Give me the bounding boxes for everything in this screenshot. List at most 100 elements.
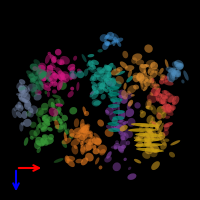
Ellipse shape bbox=[99, 166, 102, 169]
Ellipse shape bbox=[55, 49, 62, 55]
Ellipse shape bbox=[171, 69, 177, 76]
Ellipse shape bbox=[97, 145, 107, 154]
Ellipse shape bbox=[118, 90, 126, 98]
Ellipse shape bbox=[118, 146, 125, 152]
Ellipse shape bbox=[151, 121, 157, 126]
Ellipse shape bbox=[123, 158, 127, 161]
Ellipse shape bbox=[48, 78, 52, 81]
Ellipse shape bbox=[71, 139, 80, 146]
Ellipse shape bbox=[140, 80, 147, 88]
Ellipse shape bbox=[144, 79, 151, 87]
Ellipse shape bbox=[116, 76, 124, 84]
Ellipse shape bbox=[111, 106, 117, 110]
Ellipse shape bbox=[150, 81, 156, 88]
Ellipse shape bbox=[15, 104, 21, 108]
Ellipse shape bbox=[86, 130, 93, 138]
Ellipse shape bbox=[18, 86, 24, 91]
Ellipse shape bbox=[106, 32, 114, 39]
Ellipse shape bbox=[47, 65, 56, 70]
Ellipse shape bbox=[140, 81, 143, 90]
Ellipse shape bbox=[74, 145, 78, 149]
Ellipse shape bbox=[46, 73, 53, 81]
Ellipse shape bbox=[105, 110, 109, 114]
Ellipse shape bbox=[111, 89, 119, 93]
Ellipse shape bbox=[106, 80, 115, 87]
Ellipse shape bbox=[56, 59, 65, 65]
Ellipse shape bbox=[35, 76, 39, 81]
Ellipse shape bbox=[42, 117, 50, 123]
Ellipse shape bbox=[40, 70, 49, 75]
Ellipse shape bbox=[113, 110, 125, 114]
Ellipse shape bbox=[57, 74, 64, 80]
Ellipse shape bbox=[127, 173, 136, 180]
Ellipse shape bbox=[177, 63, 183, 69]
Ellipse shape bbox=[48, 134, 54, 140]
Ellipse shape bbox=[29, 73, 35, 80]
Ellipse shape bbox=[145, 99, 152, 107]
Ellipse shape bbox=[40, 124, 47, 131]
Ellipse shape bbox=[51, 102, 55, 109]
Ellipse shape bbox=[113, 162, 121, 171]
Ellipse shape bbox=[53, 104, 57, 110]
Ellipse shape bbox=[160, 102, 167, 104]
Ellipse shape bbox=[98, 49, 103, 52]
Ellipse shape bbox=[111, 68, 120, 75]
Ellipse shape bbox=[173, 70, 181, 77]
Ellipse shape bbox=[45, 71, 52, 79]
Ellipse shape bbox=[34, 140, 41, 149]
Ellipse shape bbox=[64, 130, 68, 135]
Ellipse shape bbox=[112, 118, 118, 124]
Ellipse shape bbox=[140, 111, 146, 118]
Ellipse shape bbox=[117, 105, 120, 115]
Ellipse shape bbox=[104, 156, 112, 163]
Ellipse shape bbox=[36, 143, 44, 146]
Ellipse shape bbox=[145, 146, 154, 154]
Ellipse shape bbox=[152, 85, 157, 89]
Ellipse shape bbox=[19, 90, 27, 96]
Ellipse shape bbox=[136, 142, 143, 148]
Ellipse shape bbox=[89, 61, 95, 70]
Ellipse shape bbox=[21, 92, 30, 102]
Ellipse shape bbox=[134, 138, 162, 142]
Ellipse shape bbox=[114, 146, 117, 150]
Ellipse shape bbox=[152, 84, 160, 86]
Ellipse shape bbox=[91, 90, 99, 99]
Ellipse shape bbox=[152, 122, 159, 128]
Ellipse shape bbox=[41, 126, 49, 132]
Ellipse shape bbox=[139, 71, 146, 80]
Ellipse shape bbox=[90, 89, 96, 97]
Ellipse shape bbox=[147, 131, 153, 140]
Ellipse shape bbox=[150, 70, 157, 78]
Ellipse shape bbox=[181, 80, 185, 83]
Ellipse shape bbox=[45, 54, 50, 64]
Ellipse shape bbox=[160, 74, 165, 80]
Ellipse shape bbox=[19, 79, 25, 84]
Ellipse shape bbox=[66, 156, 75, 161]
Ellipse shape bbox=[69, 133, 74, 136]
Ellipse shape bbox=[166, 67, 173, 72]
Ellipse shape bbox=[158, 94, 168, 99]
Ellipse shape bbox=[140, 124, 150, 127]
Ellipse shape bbox=[133, 85, 139, 90]
Ellipse shape bbox=[117, 41, 121, 47]
Ellipse shape bbox=[159, 79, 165, 84]
Ellipse shape bbox=[150, 62, 158, 70]
Ellipse shape bbox=[32, 66, 37, 71]
Ellipse shape bbox=[44, 137, 54, 145]
Ellipse shape bbox=[128, 100, 133, 107]
Ellipse shape bbox=[91, 81, 97, 86]
Ellipse shape bbox=[107, 72, 112, 79]
Ellipse shape bbox=[74, 132, 82, 138]
Ellipse shape bbox=[36, 108, 44, 117]
Ellipse shape bbox=[108, 104, 120, 108]
Ellipse shape bbox=[82, 125, 90, 133]
Ellipse shape bbox=[113, 99, 120, 107]
Ellipse shape bbox=[23, 87, 27, 93]
Ellipse shape bbox=[168, 96, 176, 103]
Ellipse shape bbox=[165, 109, 173, 116]
Ellipse shape bbox=[30, 122, 36, 128]
Ellipse shape bbox=[81, 157, 88, 165]
Ellipse shape bbox=[107, 86, 119, 90]
Ellipse shape bbox=[112, 38, 116, 46]
Ellipse shape bbox=[21, 88, 25, 97]
